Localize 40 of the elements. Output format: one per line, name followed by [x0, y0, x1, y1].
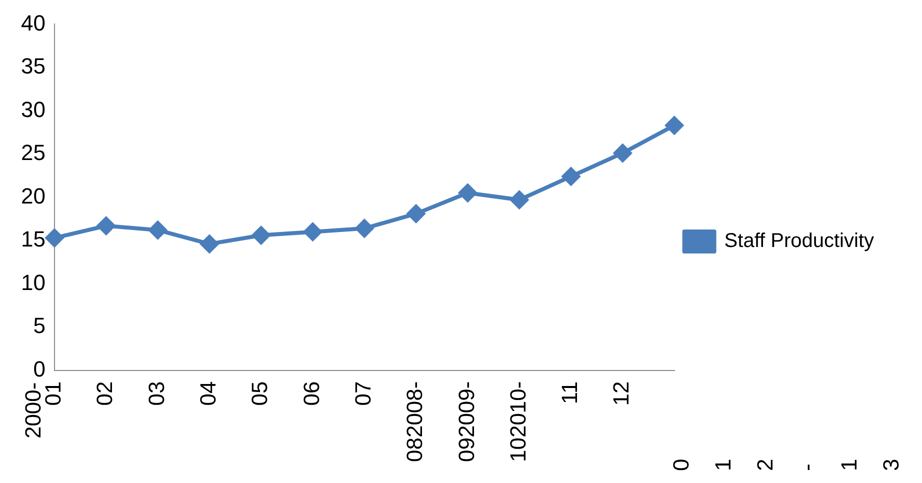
- x-tick-label: 06: [298, 381, 324, 406]
- x-tick-label: 102010-: [505, 381, 530, 462]
- x-tick-label: 04: [195, 381, 220, 406]
- point: [45, 228, 64, 247]
- point: [614, 144, 632, 162]
- y-tick-label: 0: [33, 356, 46, 382]
- x-tick-label: 082008-: [402, 381, 428, 462]
- point: [562, 167, 580, 186]
- y-tick-label: 10: [20, 270, 46, 295]
- point: [148, 221, 167, 240]
- y-tick-label: 20: [20, 183, 46, 208]
- y-tick-label: 30: [20, 96, 46, 122]
- point: [304, 222, 322, 241]
- text: -: [794, 464, 820, 471]
- text: 2: [752, 458, 778, 471]
- point: [407, 204, 426, 223]
- y-tick-label: 35: [20, 54, 46, 79]
- text: 1: [710, 458, 736, 471]
- point: [510, 190, 528, 209]
- point: [355, 219, 374, 238]
- point: [252, 226, 270, 244]
- x-tick-label: 03: [144, 381, 169, 406]
- x-tick-label: 092009-: [454, 381, 479, 462]
- x-tick-label: 11: [557, 381, 582, 404]
- point: [97, 216, 116, 235]
- x-tick-label: 05: [247, 381, 272, 406]
- point: [665, 116, 684, 134]
- text: 0: [668, 458, 694, 471]
- text: 1: [836, 458, 862, 471]
- y-tick-label: 15: [20, 226, 46, 252]
- text: 3: [878, 458, 904, 471]
- point: [200, 234, 218, 253]
- y-tick-label: 25: [20, 140, 46, 166]
- x-tick-label: 07: [350, 381, 376, 406]
- legend-label: Staff Productivity: [724, 230, 874, 252]
- point: [458, 184, 477, 202]
- y-tick-label: 40: [20, 10, 46, 36]
- y-tick-label: 5: [33, 313, 46, 338]
- x-tick-label: 12: [608, 381, 634, 406]
- x-tick-label: 02: [92, 381, 118, 406]
